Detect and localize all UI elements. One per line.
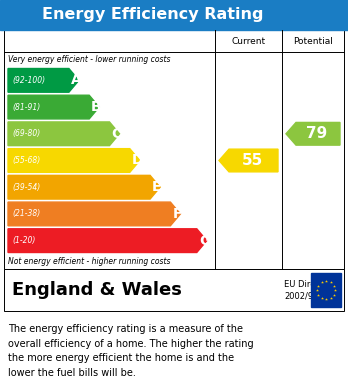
Text: G: G xyxy=(199,234,210,248)
Text: D: D xyxy=(132,154,143,167)
Bar xyxy=(4,269,344,311)
Text: EU Directive: EU Directive xyxy=(284,280,336,289)
Text: Potential: Potential xyxy=(293,36,333,45)
Text: England & Wales: England & Wales xyxy=(12,281,182,299)
Polygon shape xyxy=(8,175,160,199)
Text: C: C xyxy=(111,127,122,141)
Polygon shape xyxy=(286,122,340,145)
Text: Energy Efficiency Rating: Energy Efficiency Rating xyxy=(42,7,264,23)
Polygon shape xyxy=(8,149,140,172)
Text: 55: 55 xyxy=(242,153,263,168)
Text: E: E xyxy=(152,180,161,194)
Text: (92-100): (92-100) xyxy=(12,76,45,85)
Polygon shape xyxy=(8,95,99,119)
Bar xyxy=(0,0,348,30)
Text: A: A xyxy=(71,74,82,87)
Text: Current: Current xyxy=(231,36,266,45)
Bar xyxy=(311,273,341,307)
Text: Not energy efficient - higher running costs: Not energy efficient - higher running co… xyxy=(8,257,171,266)
Text: (81-91): (81-91) xyxy=(12,102,40,111)
Text: The energy efficiency rating is a measure of the
overall efficiency of a home. T: The energy efficiency rating is a measur… xyxy=(8,324,254,378)
Text: (1-20): (1-20) xyxy=(12,236,35,245)
Polygon shape xyxy=(8,229,207,253)
Text: (21-38): (21-38) xyxy=(12,210,40,219)
Text: (69-80): (69-80) xyxy=(12,129,40,138)
Polygon shape xyxy=(8,68,79,92)
Bar xyxy=(4,30,344,269)
Text: Very energy efficient - lower running costs: Very energy efficient - lower running co… xyxy=(8,55,171,64)
Text: 79: 79 xyxy=(306,126,327,141)
Text: 2002/91/EC: 2002/91/EC xyxy=(284,292,332,301)
Text: (55-68): (55-68) xyxy=(12,156,40,165)
Text: F: F xyxy=(172,207,182,221)
Polygon shape xyxy=(8,202,180,226)
Text: B: B xyxy=(91,100,102,114)
Polygon shape xyxy=(219,149,278,172)
Polygon shape xyxy=(8,122,119,145)
Text: (39-54): (39-54) xyxy=(12,183,40,192)
